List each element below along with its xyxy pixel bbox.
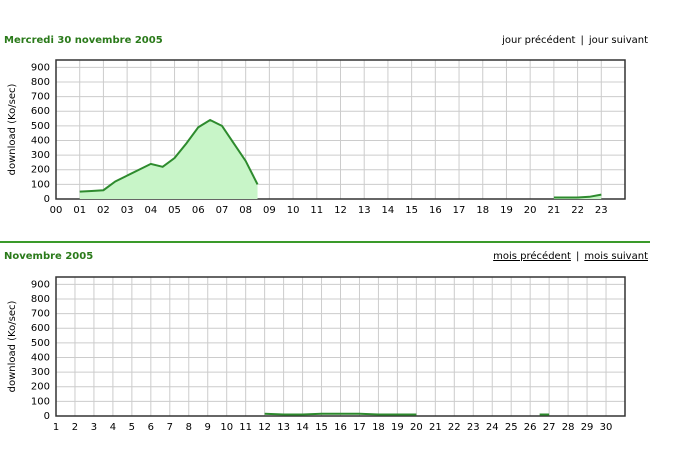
x-tick-label: 15 — [315, 422, 328, 433]
y-tick-label: 800 — [31, 294, 50, 305]
y-tick-label: 900 — [31, 62, 50, 73]
x-tick-label: 16 — [429, 205, 442, 216]
x-tick-label: 13 — [358, 205, 371, 216]
x-tick-label: 11 — [310, 205, 323, 216]
line — [264, 412, 550, 416]
x-tick-label: 22 — [448, 422, 461, 433]
x-tick-label: 2 — [72, 422, 78, 433]
x-tick-label: 26 — [524, 422, 537, 433]
y-tick-label: 200 — [31, 382, 50, 393]
area — [79, 119, 602, 199]
y-tick-label: 100 — [31, 396, 50, 407]
y-tick-label: 900 — [31, 279, 50, 290]
x-tick-label: 02 — [97, 205, 110, 216]
y-tick-label: 400 — [31, 352, 50, 363]
x-tick-label: 23 — [467, 422, 480, 433]
x-tick-label: 20 — [410, 422, 423, 433]
previous-link[interactable]: mois précédent — [493, 250, 571, 262]
y-tick-label: 700 — [31, 309, 50, 320]
previous-link[interactable]: jour précédent — [501, 34, 575, 46]
x-tick-label: 8 — [186, 422, 192, 433]
x-tick-label: 12 — [334, 205, 347, 216]
x-tick-label: 21 — [429, 422, 442, 433]
x-tick-label: 29 — [581, 422, 594, 433]
chart-title: Mercredi 30 novembre 2005 — [4, 35, 163, 46]
x-tick-label: 21 — [548, 205, 561, 216]
x-tick-label: 16 — [334, 422, 347, 433]
y-axis-label: download (Ko/sec) — [7, 301, 18, 393]
x-tick-label: 23 — [595, 205, 608, 216]
y-tick-label: 200 — [31, 165, 50, 176]
y-tick-label: 600 — [31, 106, 50, 117]
y-tick-label: 700 — [31, 92, 50, 103]
x-tick-label: 18 — [476, 205, 489, 216]
x-tick-label: 30 — [600, 422, 613, 433]
x-tick-label: 10 — [220, 422, 233, 433]
y-axis-label: download (Ko/sec) — [7, 84, 18, 176]
x-tick-label: 7 — [167, 422, 173, 433]
x-tick-label: 14 — [296, 422, 309, 433]
x-tick-label: 22 — [571, 205, 584, 216]
x-tick-label: 07 — [216, 205, 229, 216]
x-tick-label: 12 — [258, 422, 271, 433]
x-tick-label: 06 — [192, 205, 205, 216]
x-tick-label: 17 — [453, 205, 466, 216]
x-tick-label: 03 — [121, 205, 134, 216]
x-tick-label: 9 — [205, 422, 211, 433]
y-tick-label: 100 — [31, 179, 50, 190]
x-tick-label: 01 — [73, 205, 86, 216]
x-tick-label: 25 — [505, 422, 518, 433]
x-tick-label: 19 — [500, 205, 513, 216]
x-tick-label: 5 — [129, 422, 135, 433]
next-link[interactable]: mois suivant — [584, 251, 648, 262]
y-tick-label: 300 — [31, 150, 50, 161]
x-tick-label: 13 — [277, 422, 290, 433]
next-link[interactable]: jour suivant — [588, 35, 648, 46]
x-tick-label: 04 — [144, 205, 157, 216]
x-tick-label: 14 — [382, 205, 395, 216]
x-tick-label: 19 — [391, 422, 404, 433]
x-tick-label: 4 — [110, 422, 116, 433]
x-tick-label: 09 — [263, 205, 276, 216]
x-tick-label: 10 — [287, 205, 300, 216]
y-tick-label: 300 — [31, 367, 50, 378]
nav-separator: | — [580, 35, 583, 46]
x-tick-label: 3 — [91, 422, 97, 433]
y-tick-label: 0 — [44, 411, 50, 422]
nav-separator: | — [576, 251, 579, 262]
x-tick-label: 15 — [405, 205, 418, 216]
plot-frame — [55, 59, 626, 200]
x-tick-label: 18 — [372, 422, 385, 433]
x-tick-label: 20 — [524, 205, 537, 216]
y-tick-label: 500 — [31, 121, 50, 132]
x-tick-label: 00 — [50, 205, 63, 216]
x-tick-label: 24 — [486, 422, 499, 433]
y-tick-label: 600 — [31, 323, 50, 334]
y-tick-label: 500 — [31, 338, 50, 349]
y-tick-label: 0 — [44, 194, 50, 205]
x-tick-label: 1 — [53, 422, 59, 433]
x-tick-label: 6 — [148, 422, 154, 433]
x-tick-label: 28 — [562, 422, 575, 433]
x-tick-label: 08 — [239, 205, 252, 216]
x-tick-label: 17 — [353, 422, 366, 433]
x-tick-label: 27 — [543, 422, 556, 433]
y-tick-label: 800 — [31, 77, 50, 88]
y-tick-label: 400 — [31, 135, 50, 146]
x-tick-label: 11 — [239, 422, 252, 433]
chart-title: Novembre 2005 — [4, 251, 93, 262]
x-tick-label: 05 — [168, 205, 181, 216]
line — [79, 118, 602, 199]
plot-frame — [55, 276, 626, 417]
